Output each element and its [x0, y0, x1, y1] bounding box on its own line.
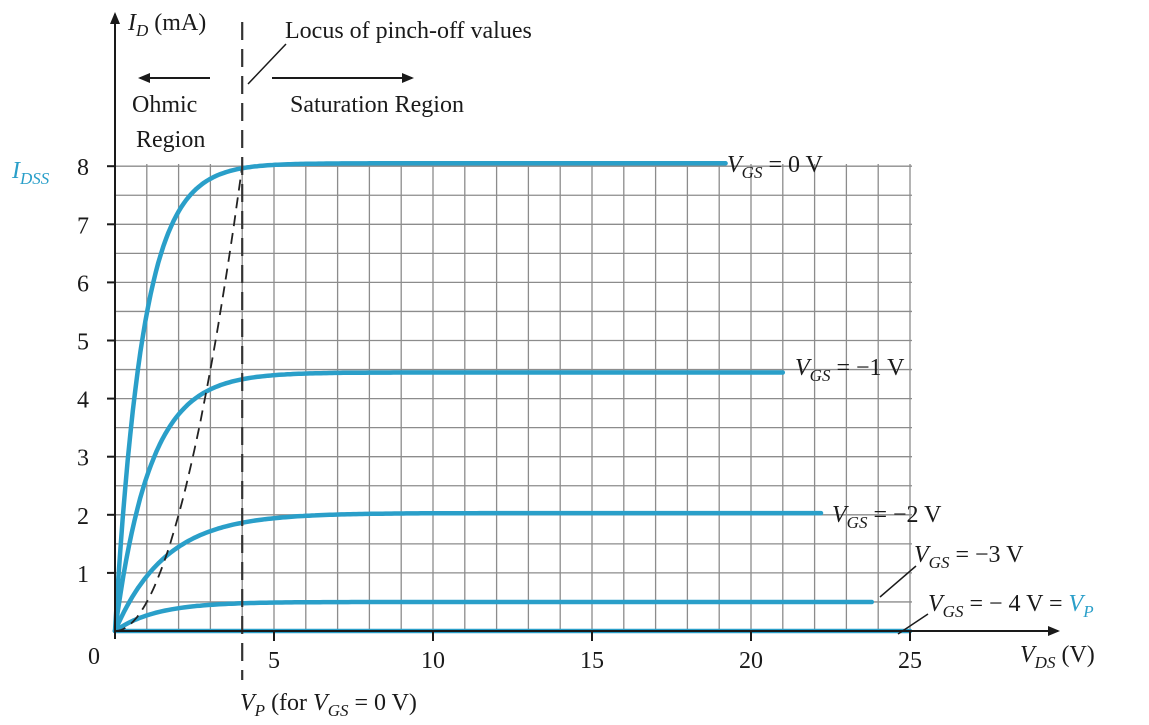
- pinch-off-locus-layer: [114, 22, 244, 680]
- series-line-0: [112, 161, 728, 634]
- x-tick-label: 15: [580, 648, 604, 674]
- series-label-vgs-0: VGS = 0 V: [727, 152, 824, 182]
- ohmic-label-line1: Ohmic: [132, 92, 197, 118]
- x-axis-label: VDS (V): [1020, 642, 1095, 672]
- y-tick-label: 1: [77, 562, 89, 588]
- y-tick-label: 3: [77, 446, 89, 472]
- series-line-3: [112, 599, 875, 634]
- series-label-vgs-minus-2: VGS = −2 V: [832, 502, 942, 532]
- idss-label: IDSS: [11, 158, 50, 188]
- x-tick-label: 5: [268, 648, 280, 674]
- vp-annotation: VP (for VGS = 0 V): [240, 690, 417, 720]
- y-axis-label: ID (mA): [127, 10, 206, 40]
- x-tick-label: 25: [898, 648, 922, 674]
- series-line-1: [112, 370, 786, 634]
- pinch-off-locus: [114, 166, 244, 632]
- series-label-vgs-minus-1: VGS = −1 V: [795, 355, 905, 385]
- y-tick-label: 8: [77, 155, 89, 181]
- series-label-vgs-minus-4: VGS = − 4 V = VP: [928, 591, 1094, 621]
- series-label-vgs-minus-3: VGS = −3 V: [914, 542, 1024, 572]
- grid: [115, 164, 912, 631]
- x-tick-label: 20: [739, 648, 763, 674]
- curves: [112, 161, 913, 634]
- x-tick-label: 10: [421, 648, 445, 674]
- origin-label: 0: [88, 644, 100, 670]
- x-tick-labels: 5 10 15 20 25: [268, 631, 922, 674]
- locus-annotation: Locus of pinch-off values: [285, 18, 532, 44]
- saturation-label: Saturation Region: [290, 92, 464, 118]
- y-tick-label: 7: [77, 213, 89, 239]
- y-tick-label: 6: [77, 271, 89, 297]
- y-tick-label: 5: [77, 330, 89, 356]
- series-line-2: [112, 510, 824, 634]
- ohmic-label-line2: Region: [136, 127, 205, 153]
- series-label-vgs-minus-3-leader: [879, 565, 917, 598]
- y-tick-label: 2: [77, 504, 89, 530]
- locus-leader-line: [247, 43, 287, 85]
- series-label-vgs-minus-4-leader: [897, 613, 929, 635]
- y-tick-labels: 1 2 3 4 5 6 7 8: [77, 155, 115, 588]
- y-tick-label: 4: [77, 388, 89, 414]
